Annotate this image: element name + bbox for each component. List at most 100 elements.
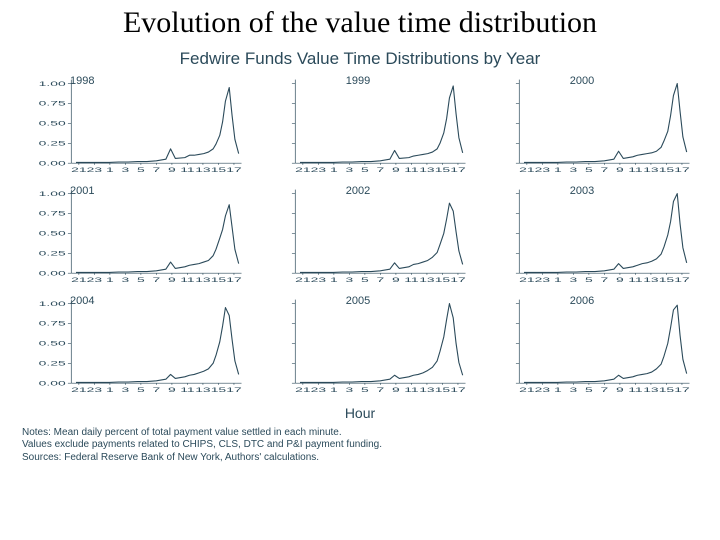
svg-text:21: 21: [295, 276, 310, 283]
svg-text:17: 17: [226, 166, 241, 173]
svg-text:9: 9: [616, 386, 624, 393]
svg-text:7: 7: [377, 276, 385, 283]
svg-text:23: 23: [87, 166, 102, 173]
svg-text:1: 1: [554, 166, 562, 173]
svg-text:15: 15: [211, 166, 226, 173]
svg-text:11: 11: [180, 386, 194, 393]
panel-1998: 0.000.250.500.751.0021231357911131517199…: [22, 73, 246, 183]
svg-text:9: 9: [616, 276, 624, 283]
chart-title: Fedwire Funds Value Time Distributions b…: [0, 43, 720, 73]
svg-text:13: 13: [195, 166, 210, 173]
svg-text:1: 1: [554, 276, 562, 283]
panel-2000: 212313579111315172000: [470, 73, 694, 183]
panel-year-label: 2003: [570, 185, 594, 197]
svg-text:23: 23: [535, 276, 550, 283]
svg-text:7: 7: [601, 276, 609, 283]
svg-text:23: 23: [535, 386, 550, 393]
svg-text:1.00: 1.00: [39, 300, 66, 307]
svg-text:7: 7: [153, 166, 161, 173]
svg-text:9: 9: [168, 276, 176, 283]
svg-text:11: 11: [404, 276, 418, 283]
svg-text:1: 1: [330, 166, 338, 173]
svg-text:13: 13: [419, 276, 434, 283]
svg-text:11: 11: [180, 166, 194, 173]
svg-text:21: 21: [71, 166, 86, 173]
svg-text:17: 17: [226, 386, 241, 393]
svg-text:23: 23: [87, 276, 102, 283]
panel-year-label: 2000: [570, 75, 594, 87]
svg-text:15: 15: [435, 276, 450, 283]
svg-text:7: 7: [377, 166, 385, 173]
panel-year-label: 2005: [346, 295, 370, 307]
svg-text:5: 5: [137, 386, 145, 393]
svg-text:11: 11: [404, 166, 418, 173]
svg-text:11: 11: [180, 276, 194, 283]
svg-text:17: 17: [226, 276, 241, 283]
svg-text:21: 21: [295, 386, 310, 393]
svg-text:7: 7: [153, 386, 161, 393]
svg-text:1: 1: [554, 386, 562, 393]
svg-text:17: 17: [674, 276, 689, 283]
svg-text:9: 9: [392, 166, 400, 173]
panel-2006: 212313579111315172006: [470, 293, 694, 403]
svg-text:5: 5: [137, 166, 145, 173]
svg-text:23: 23: [311, 276, 326, 283]
panel-year-label: 2006: [570, 295, 594, 307]
svg-text:5: 5: [361, 276, 369, 283]
svg-text:7: 7: [377, 386, 385, 393]
panel-year-label: 2004: [70, 295, 94, 307]
svg-text:13: 13: [195, 386, 210, 393]
panel-2005: 212313579111315172005: [246, 293, 470, 403]
svg-text:21: 21: [519, 166, 534, 173]
svg-text:3: 3: [122, 166, 130, 173]
svg-text:15: 15: [211, 276, 226, 283]
svg-text:13: 13: [195, 276, 210, 283]
svg-text:17: 17: [450, 386, 465, 393]
svg-text:1: 1: [106, 386, 114, 393]
chart-notes: Notes: Mean daily percent of total payme…: [0, 421, 720, 465]
svg-text:7: 7: [601, 166, 609, 173]
svg-text:7: 7: [153, 276, 161, 283]
panel-2004: 0.000.250.500.751.0021231357911131517200…: [22, 293, 246, 403]
panel-1999: 212313579111315171999: [246, 73, 470, 183]
svg-text:3: 3: [122, 386, 130, 393]
svg-text:9: 9: [616, 166, 624, 173]
svg-text:15: 15: [211, 386, 226, 393]
svg-text:11: 11: [404, 386, 418, 393]
svg-text:5: 5: [585, 166, 593, 173]
svg-text:13: 13: [643, 386, 658, 393]
svg-text:13: 13: [419, 166, 434, 173]
svg-text:21: 21: [71, 276, 86, 283]
svg-text:17: 17: [674, 166, 689, 173]
svg-text:17: 17: [450, 276, 465, 283]
panel-year-label: 2001: [70, 185, 94, 197]
slide-title: Evolution of the value time distribution: [0, 0, 720, 43]
svg-text:13: 13: [643, 166, 658, 173]
panel-2003: 212313579111315172003: [470, 183, 694, 293]
svg-text:1: 1: [106, 276, 114, 283]
svg-text:0.75: 0.75: [39, 100, 66, 107]
svg-text:11: 11: [628, 166, 642, 173]
svg-text:15: 15: [659, 386, 674, 393]
svg-text:0.25: 0.25: [39, 139, 66, 146]
svg-text:7: 7: [601, 386, 609, 393]
svg-text:9: 9: [168, 166, 176, 173]
svg-text:5: 5: [137, 276, 145, 283]
panel-year-label: 1998: [70, 75, 94, 87]
svg-text:13: 13: [643, 276, 658, 283]
panel-2001: 0.000.250.500.751.0021231357911131517200…: [22, 183, 246, 293]
svg-text:3: 3: [346, 166, 354, 173]
svg-text:0.25: 0.25: [39, 249, 66, 256]
svg-text:5: 5: [361, 166, 369, 173]
panel-year-label: 1999: [346, 75, 370, 87]
svg-text:0.25: 0.25: [39, 359, 66, 366]
note-line: Sources: Federal Reserve Bank of New Yor…: [22, 452, 720, 465]
svg-text:3: 3: [570, 386, 578, 393]
svg-text:13: 13: [419, 386, 434, 393]
svg-text:9: 9: [168, 386, 176, 393]
svg-text:3: 3: [346, 276, 354, 283]
svg-text:9: 9: [392, 386, 400, 393]
svg-text:0.00: 0.00: [39, 159, 66, 166]
svg-text:0.50: 0.50: [39, 339, 66, 346]
svg-text:17: 17: [674, 386, 689, 393]
